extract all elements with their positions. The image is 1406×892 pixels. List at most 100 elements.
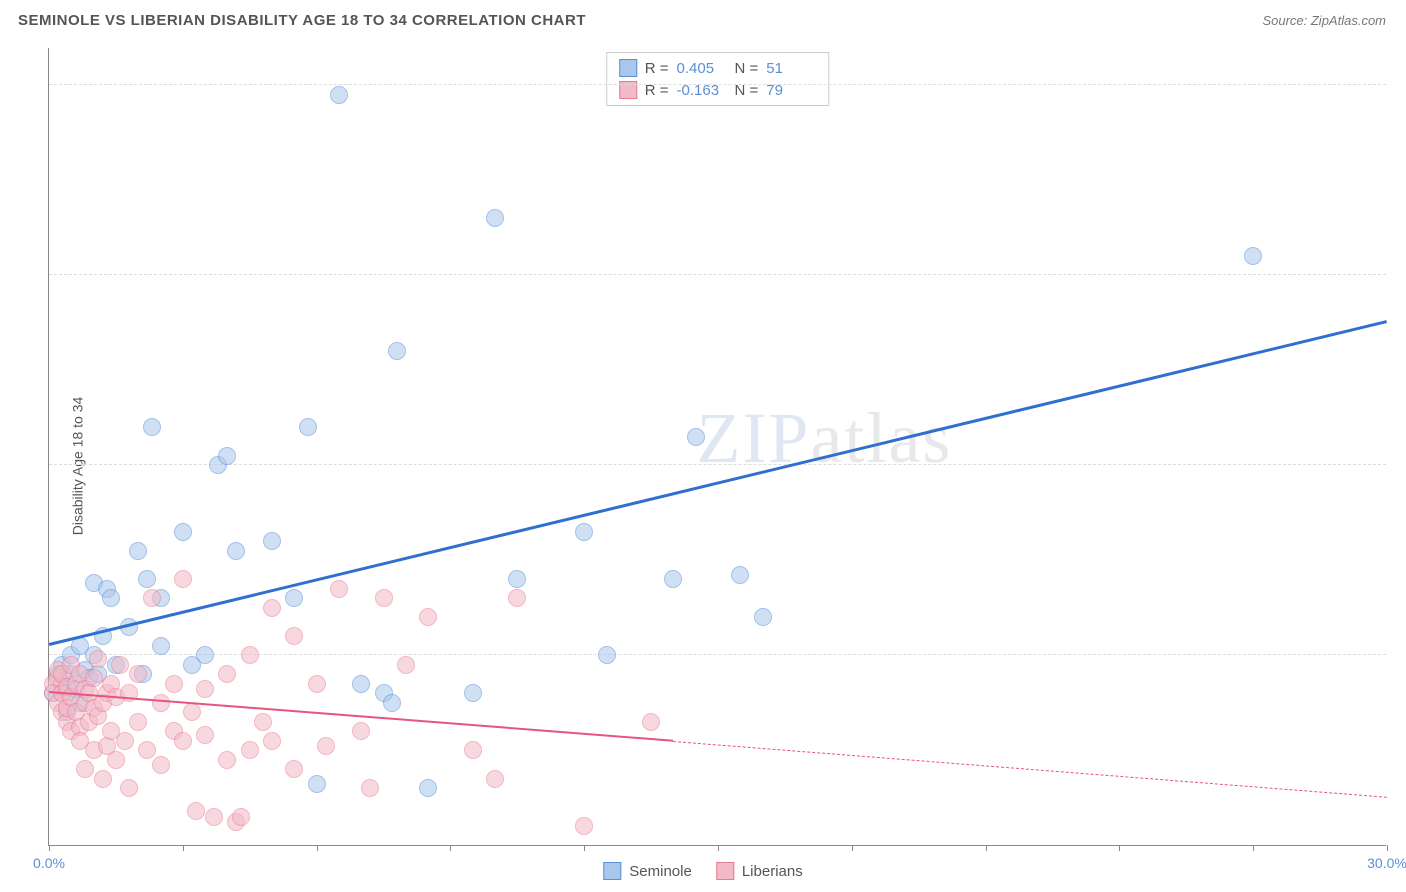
- data-point: [330, 86, 348, 104]
- y-tick-label: 30.0%: [1396, 267, 1406, 283]
- data-point: [330, 580, 348, 598]
- stat-n-label: N =: [735, 60, 759, 77]
- data-point: [263, 732, 281, 750]
- watermark: ZIPatlas: [696, 397, 952, 480]
- data-point: [143, 418, 161, 436]
- chart-title: SEMINOLE VS LIBERIAN DISABILITY AGE 18 T…: [18, 12, 586, 29]
- data-point: [111, 656, 129, 674]
- data-point: [263, 532, 281, 550]
- data-point: [285, 589, 303, 607]
- data-point: [129, 665, 147, 683]
- data-point: [196, 726, 214, 744]
- data-point: [664, 570, 682, 588]
- data-point: [464, 741, 482, 759]
- data-point: [107, 751, 125, 769]
- watermark-atlas: atlas: [810, 398, 952, 478]
- bottom-legend: Seminole Liberians: [603, 862, 802, 880]
- legend-label: Liberians: [742, 863, 803, 880]
- legend-item: Seminole: [603, 862, 692, 880]
- legend-item: Liberians: [716, 862, 803, 880]
- x-tick: [1119, 845, 1120, 851]
- data-point: [1244, 247, 1262, 265]
- data-point: [308, 775, 326, 793]
- data-point: [218, 447, 236, 465]
- data-point: [196, 680, 214, 698]
- data-point: [361, 779, 379, 797]
- x-tick: [1387, 845, 1388, 851]
- data-point: [397, 656, 415, 674]
- data-point: [352, 675, 370, 693]
- data-point: [218, 751, 236, 769]
- data-point: [375, 589, 393, 607]
- plot-area: ZIPatlas R =0.405N =51R =-0.163N =79 10.…: [48, 48, 1386, 846]
- data-point: [138, 570, 156, 588]
- stat-r-label: R =: [645, 60, 669, 77]
- x-tick: [1253, 845, 1254, 851]
- data-point: [388, 342, 406, 360]
- data-point: [486, 770, 504, 788]
- legend-swatch: [716, 862, 734, 880]
- data-point: [687, 428, 705, 446]
- chart-container: Disability Age 18 to 34 ZIPatlas R =0.40…: [0, 40, 1406, 892]
- data-point: [187, 802, 205, 820]
- trend-line-extrapolated: [673, 741, 1387, 798]
- y-tick-label: 40.0%: [1396, 77, 1406, 93]
- x-tick: [718, 845, 719, 851]
- data-point: [464, 684, 482, 702]
- stat-n-value: 51: [766, 60, 816, 77]
- data-point: [174, 732, 192, 750]
- data-point: [129, 713, 147, 731]
- data-point: [731, 566, 749, 584]
- data-point: [120, 779, 138, 797]
- data-point: [152, 694, 170, 712]
- data-point: [508, 570, 526, 588]
- data-point: [102, 589, 120, 607]
- x-tick: [584, 845, 585, 851]
- data-point: [285, 627, 303, 645]
- legend-swatch: [619, 59, 637, 77]
- data-point: [174, 570, 192, 588]
- stats-row: R =-0.163N =79: [619, 79, 817, 101]
- data-point: [165, 675, 183, 693]
- trend-line: [49, 320, 1388, 645]
- data-point: [116, 732, 134, 750]
- x-tick: [317, 845, 318, 851]
- data-point: [308, 675, 326, 693]
- x-tick: [450, 845, 451, 851]
- data-point: [85, 669, 103, 687]
- data-point: [642, 713, 660, 731]
- gridline: [49, 274, 1386, 275]
- data-point: [205, 808, 223, 826]
- data-point: [89, 650, 107, 668]
- data-point: [138, 741, 156, 759]
- data-point: [317, 737, 335, 755]
- data-point: [383, 694, 401, 712]
- data-point: [174, 523, 192, 541]
- data-point: [183, 703, 201, 721]
- data-point: [94, 770, 112, 788]
- legend-label: Seminole: [629, 863, 692, 880]
- data-point: [241, 646, 259, 664]
- data-point: [419, 608, 437, 626]
- data-point: [152, 756, 170, 774]
- x-tick-label: 30.0%: [1367, 855, 1406, 871]
- data-point: [76, 760, 94, 778]
- gridline: [49, 464, 1386, 465]
- y-tick-label: 10.0%: [1396, 647, 1406, 663]
- data-point: [152, 637, 170, 655]
- data-point: [508, 589, 526, 607]
- data-point: [196, 646, 214, 664]
- data-point: [254, 713, 272, 731]
- gridline: [49, 84, 1386, 85]
- stats-row: R = 0.405 N = 51: [619, 57, 817, 79]
- x-tick: [49, 845, 50, 851]
- data-point: [754, 608, 772, 626]
- data-point: [143, 589, 161, 607]
- source-attribution: Source: ZipAtlas.com: [1262, 13, 1386, 28]
- data-point: [263, 599, 281, 617]
- stat-r-value: 0.405: [677, 60, 727, 77]
- data-point: [598, 646, 616, 664]
- data-point: [241, 741, 259, 759]
- data-point: [232, 808, 250, 826]
- data-point: [486, 209, 504, 227]
